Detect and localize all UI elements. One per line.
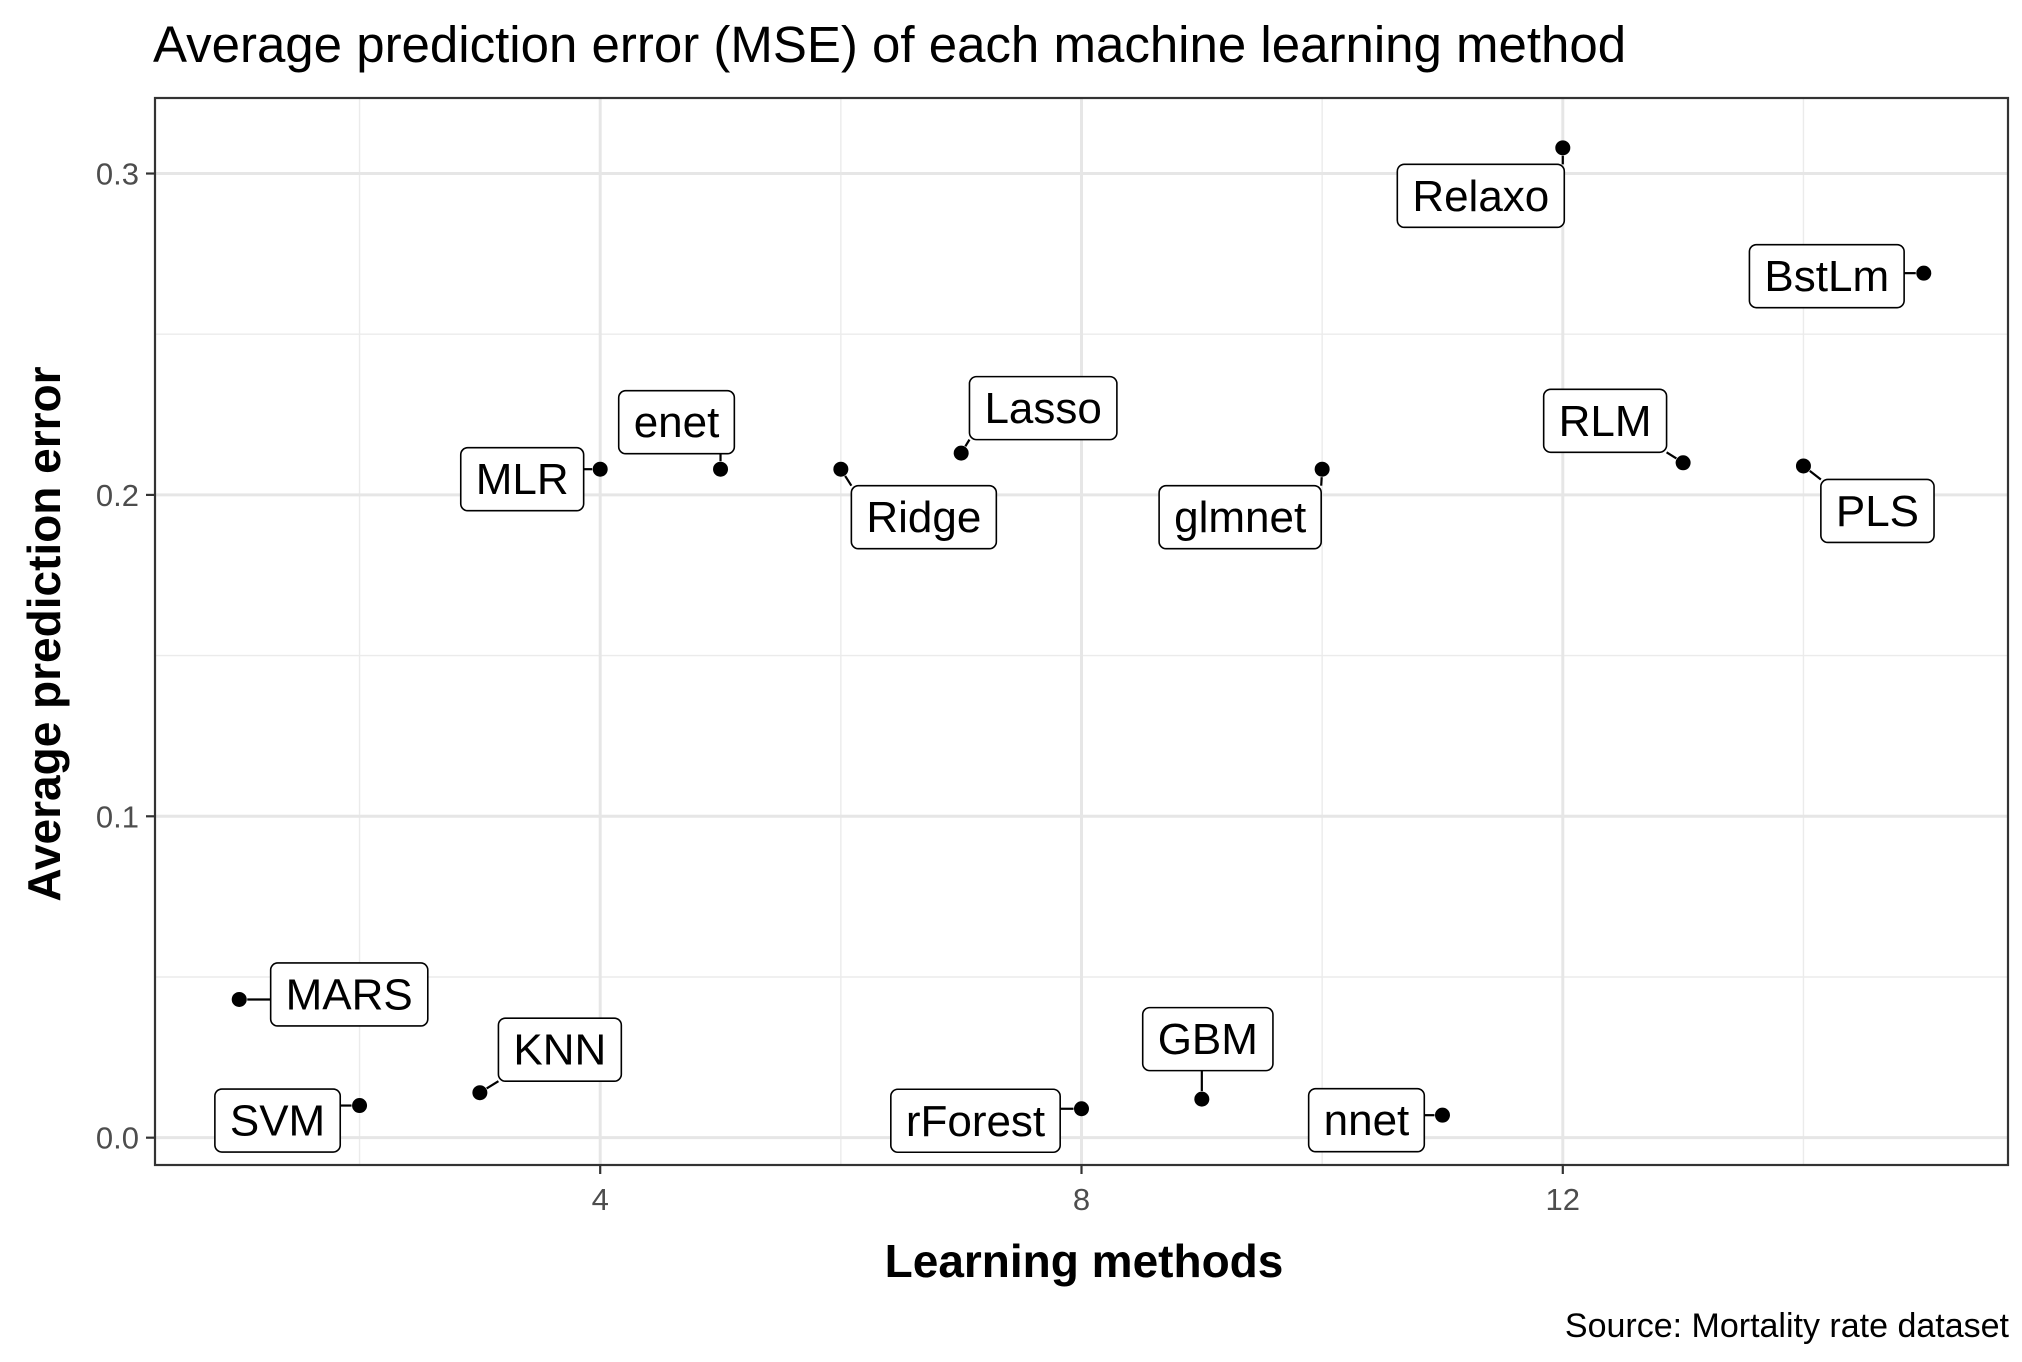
- y-axis-title: Average prediction error: [18, 366, 70, 901]
- point-label-text: glmnet: [1174, 493, 1306, 542]
- data-point: [1916, 265, 1932, 281]
- data-points: [231, 140, 1932, 1123]
- chart-title: Average prediction error (MSE) of each m…: [153, 16, 1626, 73]
- point-labels: MARS SVM KNN MLR enet Ridge Lasso rForest GBM glm…: [214, 155, 1935, 1154]
- point-label: PLS: [1809, 470, 1935, 544]
- point-label-box: [1141, 1006, 1274, 1072]
- x-tick-label: 12: [1546, 1182, 1580, 1217]
- point-label-text: SVM: [230, 1097, 325, 1146]
- point-label-leader: [964, 439, 971, 447]
- y-tick-label: 0.0: [96, 1121, 139, 1156]
- point-label-leader: [844, 475, 853, 487]
- data-point: [352, 1098, 368, 1114]
- data-point: [833, 461, 849, 477]
- y-tick-label: 0.1: [96, 799, 139, 834]
- point-label-box: [850, 484, 998, 550]
- point-label-box: [1307, 1087, 1426, 1153]
- data-point: [1795, 458, 1811, 474]
- point-label: SVM: [214, 1088, 352, 1153]
- grid: [155, 98, 2008, 1165]
- point-label-text: MARS: [286, 970, 413, 1019]
- x-tick-label: 8: [1073, 1182, 1090, 1217]
- point-label-leader: [486, 1080, 500, 1090]
- point-label: Lasso: [964, 375, 1118, 447]
- point-label-box: [1820, 478, 1935, 544]
- point-label-text: BstLm: [1764, 252, 1889, 301]
- point-label-text: Ridge: [866, 493, 981, 542]
- data-point: [953, 445, 969, 461]
- point-label: MARS: [247, 962, 429, 1027]
- data-point: [472, 1085, 488, 1101]
- point-label-text: KNN: [513, 1026, 606, 1075]
- point-label-text: Lasso: [984, 384, 1101, 433]
- point-label-box: [890, 1088, 1061, 1154]
- point-label-box: [1542, 388, 1668, 454]
- point-label-text: RLM: [1559, 397, 1652, 446]
- point-label-box: [1158, 484, 1322, 550]
- point-label: Ridge: [844, 475, 998, 550]
- point-label-text: nnet: [1324, 1096, 1410, 1145]
- point-label: nnet: [1307, 1087, 1435, 1153]
- data-point: [1314, 461, 1330, 477]
- y-tick-label: 0.2: [96, 478, 139, 513]
- point-label-text: MLR: [476, 455, 569, 504]
- point-label: enet: [617, 389, 736, 462]
- x-axis: 4 8 12: [592, 1165, 1580, 1217]
- point-label-box: [214, 1088, 342, 1153]
- point-label-box: [1396, 163, 1566, 229]
- point-label: Relaxo: [1396, 155, 1566, 229]
- point-label: KNN: [486, 1017, 623, 1090]
- point-label: MLR: [459, 446, 593, 512]
- data-point: [1194, 1091, 1210, 1107]
- point-label-text: GBM: [1158, 1015, 1258, 1064]
- point-label-text: rForest: [906, 1097, 1045, 1146]
- x-tick-label: 4: [592, 1182, 609, 1217]
- point-label: glmnet: [1158, 477, 1323, 550]
- point-label-leader: [1809, 470, 1822, 481]
- point-label-text: PLS: [1836, 487, 1919, 536]
- data-point: [1675, 455, 1691, 471]
- point-label-text: enet: [634, 398, 720, 447]
- point-label: RLM: [1542, 388, 1677, 460]
- point-label-text: Relaxo: [1412, 172, 1549, 221]
- point-label-box: [1748, 243, 1905, 309]
- y-tick-label: 0.3: [96, 157, 139, 192]
- point-label-box: [617, 389, 736, 455]
- data-point: [1074, 1101, 1089, 1117]
- data-point: [1434, 1107, 1450, 1123]
- point-label-box: [459, 446, 585, 512]
- point-label-box: [269, 962, 429, 1027]
- y-axis: 0.0 0.1 0.2 0.3: [96, 157, 155, 1156]
- data-point: [592, 461, 608, 477]
- data-point: [713, 461, 729, 477]
- point-label: BstLm: [1748, 243, 1916, 309]
- point-label: rForest: [890, 1088, 1074, 1154]
- data-point: [231, 991, 247, 1007]
- point-label-box: [968, 375, 1118, 441]
- point-label-leader: [1665, 451, 1677, 460]
- chart-caption: Source: Mortality rate dataset: [1565, 1307, 2010, 1345]
- x-axis-title: Learning methods: [885, 1235, 1284, 1287]
- point-label: GBM: [1141, 1006, 1274, 1092]
- point-label-box: [497, 1017, 623, 1082]
- data-point: [1555, 140, 1571, 156]
